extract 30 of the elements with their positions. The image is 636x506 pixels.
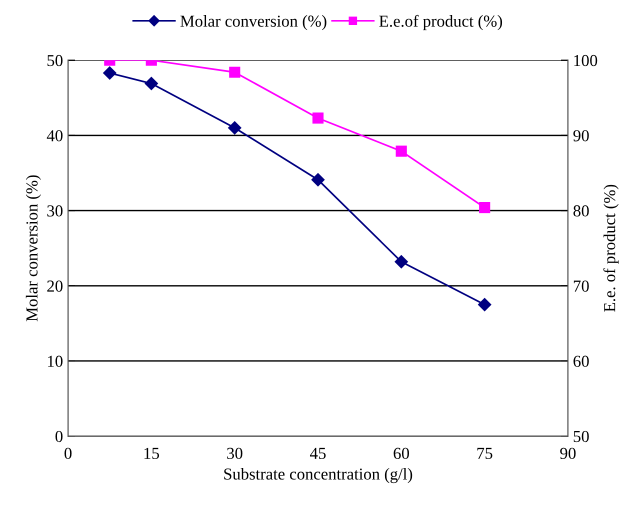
y-tick-label: 20 — [47, 280, 63, 292]
x-tick-label: 15 — [144, 448, 160, 460]
y2-tick-label: 70 — [574, 280, 589, 292]
y2-tick-label: 60 — [574, 356, 589, 367]
y-tick-label: 30 — [47, 205, 63, 217]
legend-label: E.e.of product (%) — [379, 14, 502, 30]
y-tick-label: 0 — [55, 430, 63, 442]
y-tick-label: 10 — [48, 356, 63, 367]
y-tick-label: 40 — [46, 130, 63, 142]
y2-tick-label: 80 — [573, 205, 589, 217]
x-axis-title: Substrate concentration (g/l) — [224, 468, 412, 484]
point — [144, 76, 158, 90]
y-axis-title: Molar conversion (%) — [26, 175, 41, 322]
point — [103, 66, 116, 80]
x-tick-label: 45 — [310, 448, 326, 460]
point — [394, 255, 408, 268]
x-tick-label: 90 — [560, 448, 576, 460]
point — [228, 121, 242, 134]
x-tick-label: 0 — [64, 448, 72, 460]
point — [478, 298, 492, 312]
y2-tick-label: 90 — [573, 130, 589, 142]
point — [311, 173, 325, 186]
x-tick-label: 75 — [477, 448, 492, 460]
y2-axis-title: E.e. of product (%) — [603, 184, 619, 312]
y2-tick-label: 50 — [574, 430, 589, 442]
x-tick-label: 30 — [227, 448, 242, 460]
x-tick-label: 60 — [394, 448, 410, 460]
y2-tick-label: 100 — [574, 54, 598, 66]
legend-label: Molar conversion (%) — [180, 15, 326, 30]
y-tick-label: 50 — [47, 54, 63, 66]
